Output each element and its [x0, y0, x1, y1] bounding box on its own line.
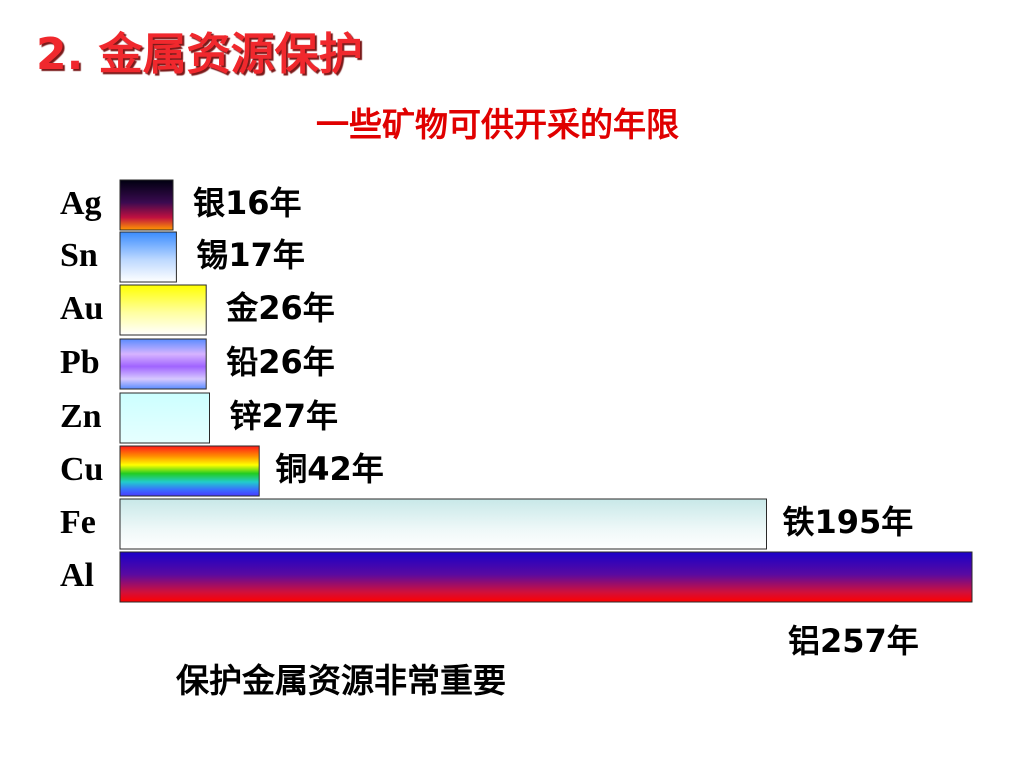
- bar-al: [119, 551, 973, 603]
- category-label-ag: Ag: [60, 185, 102, 222]
- data-label-cu: 铜42年: [275, 450, 384, 488]
- bar-pb: [119, 338, 207, 390]
- category-label-pb: Pb: [60, 344, 100, 381]
- footer-text: 保护金属资源非常重要: [176, 661, 506, 700]
- data-label-pb: 铅26年: [226, 343, 335, 381]
- bar-au: [119, 284, 207, 336]
- data-label-sn: 锡17年: [196, 236, 305, 274]
- category-label-cu: Cu: [60, 451, 103, 488]
- category-label-au: Au: [60, 290, 103, 327]
- bar-fe: [119, 498, 767, 550]
- data-label-ag: 银16年: [193, 184, 302, 222]
- chart-title: 一些矿物可供开采的年限: [316, 105, 679, 144]
- bar-sn: [119, 231, 177, 283]
- bar-ag: [119, 179, 174, 231]
- category-label-fe: Fe: [60, 504, 96, 541]
- data-label-au: 金26年: [225, 289, 335, 327]
- bar-zn: [119, 392, 210, 444]
- category-label-sn: Sn: [60, 237, 98, 274]
- slide-title: 2. 金属资源保护: [36, 29, 363, 80]
- category-label-al: Al: [60, 557, 94, 594]
- data-label-zn: 锌27年: [230, 397, 339, 435]
- bar-cu: [119, 445, 260, 497]
- data-label-fe: 铁195年: [783, 503, 914, 541]
- data-label-al: 铝257年: [788, 622, 919, 660]
- category-label-zn: Zn: [60, 398, 102, 435]
